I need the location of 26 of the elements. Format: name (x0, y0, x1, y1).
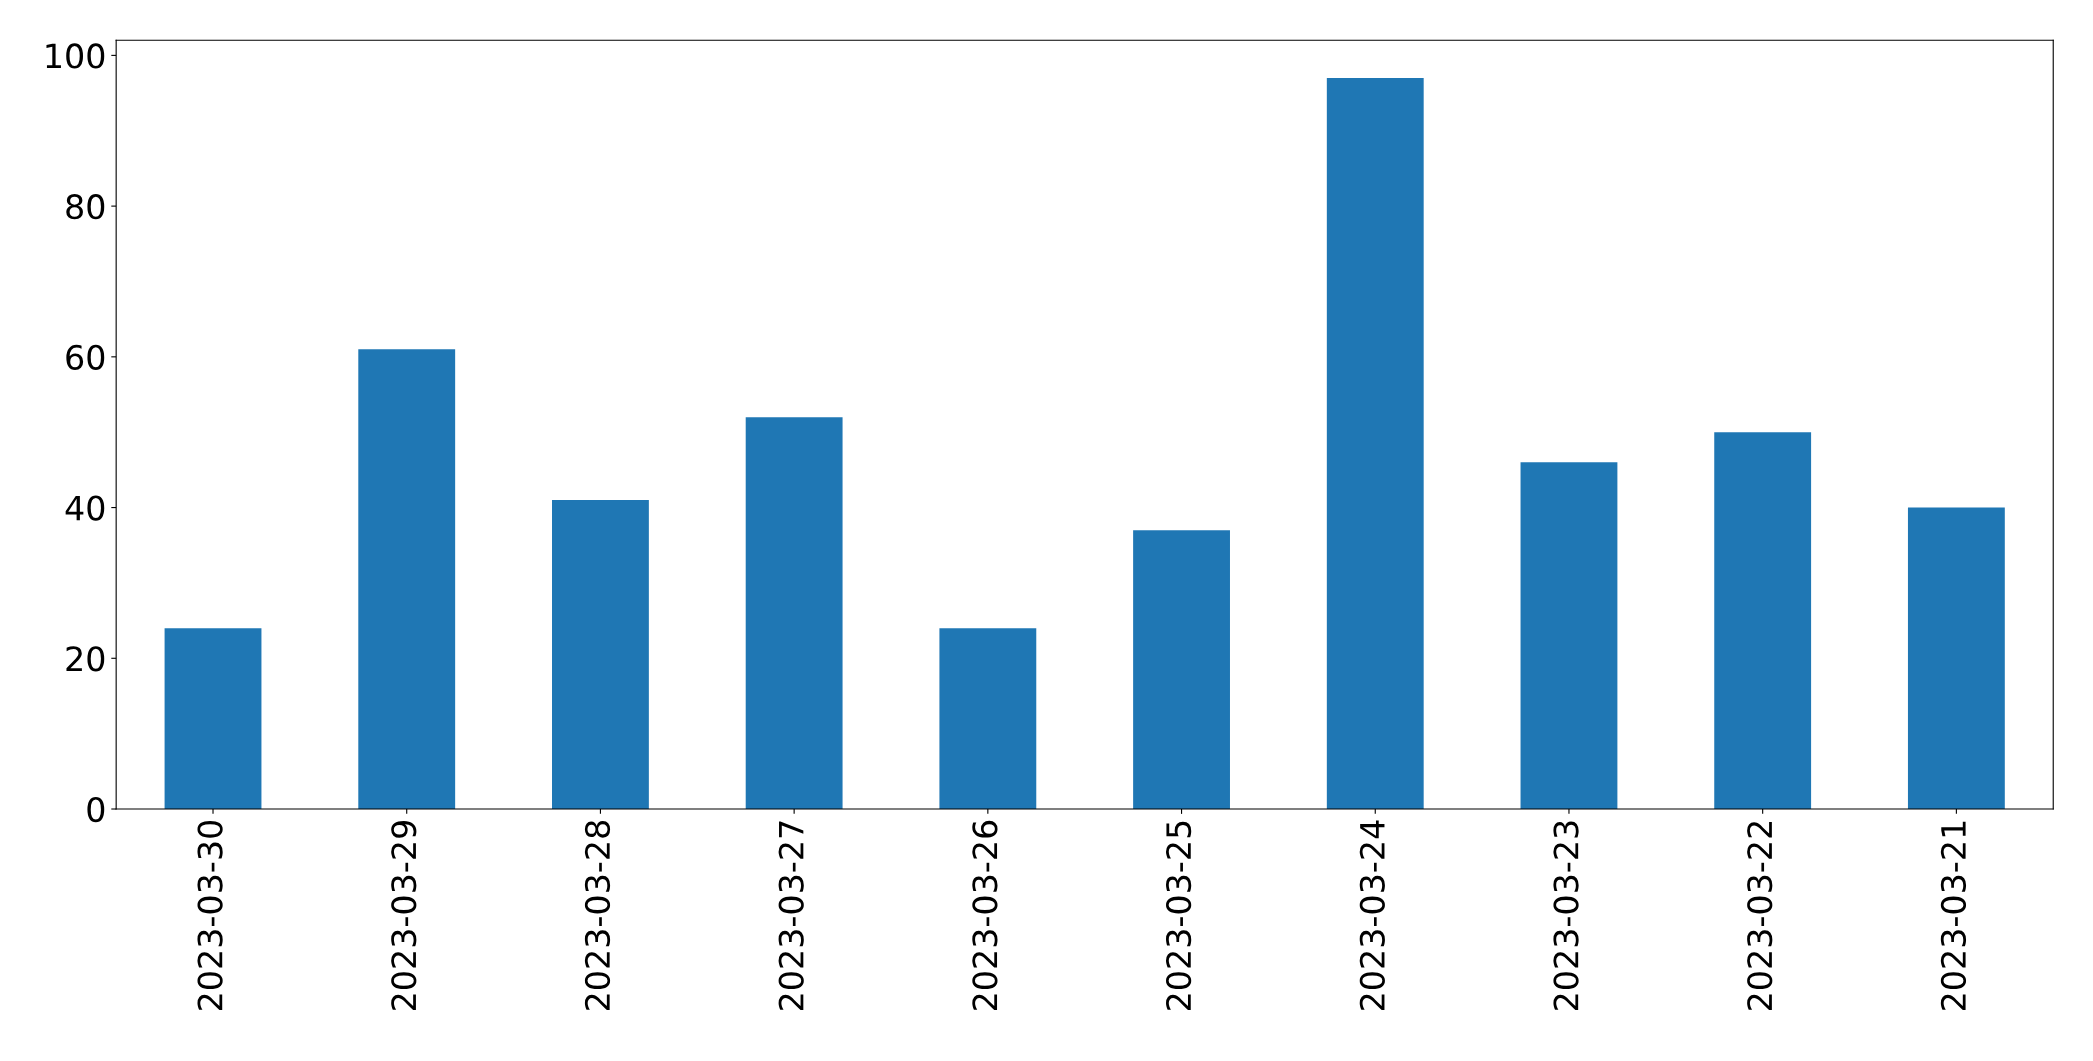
bar (939, 628, 1037, 810)
x-tick-label: 2023-03-23 (1553, 821, 1579, 1011)
x-tick-label: 2023-03-22 (1747, 822, 1773, 1011)
x-tick-label: 2023-03-25 (1166, 821, 1192, 1011)
bar (745, 417, 843, 810)
y-tick-label: 20 (66, 646, 105, 672)
bar (1326, 78, 1424, 810)
bar (1907, 507, 2005, 810)
x-tick-label: 2023-03-29 (391, 821, 417, 1011)
bar (1714, 432, 1812, 810)
bar (164, 628, 262, 810)
y-tick-label: 80 (66, 194, 105, 220)
y-tick-label: 40 (65, 495, 105, 521)
y-tick-label: 0 (87, 796, 105, 823)
x-tick-label: 2023-03-24 (1359, 820, 1385, 1011)
x-tick-label: 2023-03-28 (584, 821, 611, 1011)
x-tick-label: 2023-03-21 (1940, 821, 1967, 1011)
bar (552, 500, 649, 810)
bar (1520, 462, 1618, 810)
bar (1133, 530, 1230, 810)
bar (358, 349, 456, 810)
x-tick-label: 2023-03-30 (197, 820, 223, 1011)
x-tick-label: 2023-03-27 (778, 821, 804, 1011)
x-tick-label: 2023-03-26 (972, 820, 998, 1011)
y-tick-label: 100 (46, 43, 105, 69)
y-tick-label: 60 (66, 344, 105, 370)
